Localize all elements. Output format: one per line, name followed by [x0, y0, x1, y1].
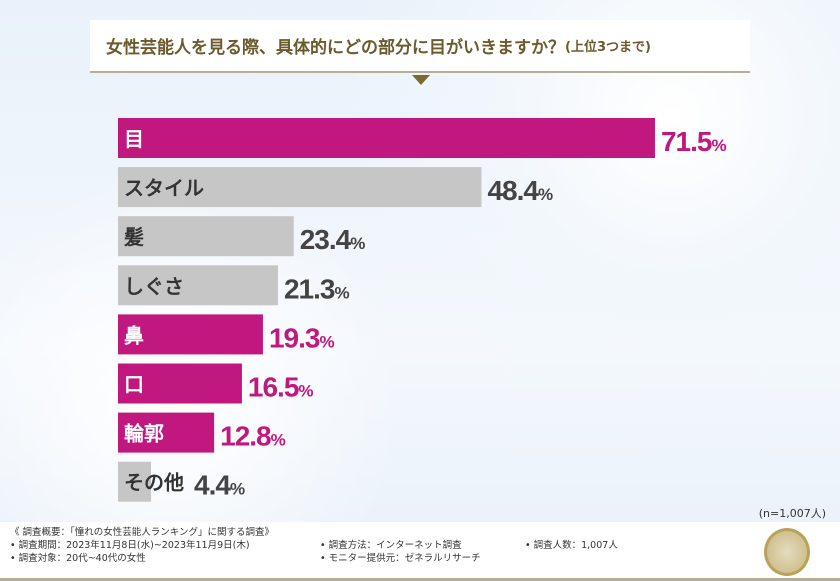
footer-period: • 調査期間：2023年11月8日(水)~2023年11月9日(木)	[10, 540, 250, 551]
category-label: 目	[124, 127, 144, 151]
title-pointer	[412, 75, 430, 85]
footer-provider: • モニター提供元：ゼネラルリサーチ	[320, 553, 481, 564]
bar-2	[118, 216, 294, 257]
title-main: 女性芸能人を見る際、具体的にどの部分に目がいきますか？	[106, 38, 565, 58]
value-label: 48.4%	[487, 175, 553, 206]
bar-1	[118, 167, 482, 208]
category-label: 輪郭	[124, 422, 164, 446]
bar-7	[118, 461, 152, 502]
bar-4	[118, 314, 263, 355]
logo	[764, 528, 810, 576]
category-label: その他	[124, 471, 184, 495]
bar-chart: 目 71.5% スタイル 48.4% 髪 23.4% しぐさ 21.3% 鼻 19.3% 口 16.5…	[118, 118, 727, 502]
value-label: 23.4%	[300, 224, 366, 255]
footer-heading: 《 調査概要：「憧れの女性芸能人ランキング」に関する調査》	[10, 527, 274, 538]
footer-count: • 調査人数：1,007人	[525, 540, 618, 551]
title-sub: (上位3つまで)	[565, 40, 651, 55]
category-label: スタイル	[124, 176, 204, 200]
category-label: しぐさ	[124, 274, 184, 298]
bar-5	[118, 363, 242, 404]
bar-0	[118, 118, 655, 158]
survey-footer: 《 調査概要：「憧れの女性芸能人ランキング」に関する調査》 • 調査期間：202…	[0, 522, 840, 581]
value-label: 19.3%	[269, 322, 335, 353]
value-label: 4.4%	[194, 470, 245, 501]
bar-6	[118, 412, 215, 453]
sample-size: (n=1,007人)	[758, 507, 826, 520]
footer-method: • 調査方法：インターネット調査	[320, 540, 462, 551]
footer-target: • 調査対象：20代~40代の女性	[10, 553, 146, 564]
value-label: 12.8%	[220, 421, 285, 452]
value-label: 71.5%	[661, 126, 727, 157]
category-label: 髪	[123, 225, 144, 249]
chart-title: 女性芸能人を見る際、具体的にどの部分に目がいきますか？ (上位3つまで)	[90, 20, 750, 73]
bar-3	[118, 265, 278, 306]
category-label: 鼻	[124, 323, 144, 347]
value-label: 16.5%	[248, 372, 313, 403]
category-label: 口	[124, 373, 144, 397]
value-label: 21.3%	[284, 273, 350, 304]
